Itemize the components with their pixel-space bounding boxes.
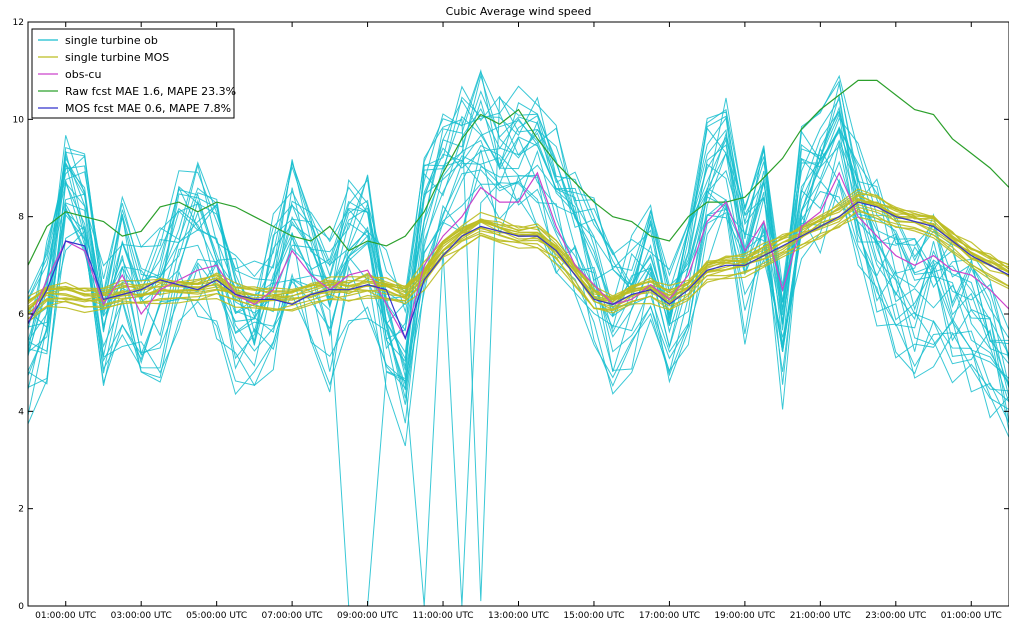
y-tick-label: 6 <box>18 310 24 320</box>
legend-label: Raw fcst MAE 1.6, MAPE 23.3% <box>65 85 236 98</box>
x-tick-label: 09:00:00 UTC <box>337 611 398 619</box>
turbine-ob-line <box>28 74 1009 367</box>
turbine-ob-line <box>28 136 1009 386</box>
series-lines-layer <box>28 79 1009 341</box>
legend-box <box>31 28 235 119</box>
x-tick-label: 07:00:00 UTC <box>262 611 323 619</box>
turbine-mos-line <box>28 188 1009 298</box>
turbine-ob-line <box>28 182 1009 606</box>
x-tick-label: 05:00:00 UTC <box>186 611 247 619</box>
series-line-raw-fcst <box>28 79 1009 266</box>
x-tick-label: 15:00:00 UTC <box>563 611 624 619</box>
turbine-ob-line <box>28 139 1009 423</box>
legend-label: single turbine ob <box>65 34 158 47</box>
turbine-mos-line <box>28 201 1009 311</box>
y-tick-label: 8 <box>18 213 24 223</box>
x-tick-label: 01:00:00 UTC <box>35 611 96 619</box>
x-tick-label: 01:00:00 UTC <box>941 611 1002 619</box>
x-tick-label: 03:00:00 UTC <box>111 611 172 619</box>
x-tick-label: 11:00:00 UTC <box>412 611 473 619</box>
turbine-mos-line <box>28 201 1009 311</box>
chart-title: Cubic Average wind speed <box>445 5 592 18</box>
turbine-ob-line <box>28 99 1009 361</box>
y-axis: 0 2 4 6 8 10 12 <box>13 18 1009 612</box>
x-tick-label: 17:00:00 UTC <box>639 611 700 619</box>
turbine-lines-layer <box>28 68 1009 606</box>
x-axis: 01:00:00 UTC 03:00:00 UTC 05:00:00 UTC 07:0… <box>35 22 1002 619</box>
legend-label: obs-cu <box>65 68 101 81</box>
y-tick-label: 10 <box>13 115 25 125</box>
y-tick-label: 2 <box>18 505 24 515</box>
legend: single turbine ob single turbine MOS obs-c… <box>31 28 236 119</box>
x-tick-label: 13:00:00 UTC <box>488 611 549 619</box>
turbine-ob-line <box>28 90 1009 403</box>
turbine-ob-line <box>28 114 1009 361</box>
x-tick-label: 23:00:00 UTC <box>865 611 926 619</box>
y-tick-label: 0 <box>18 602 24 612</box>
turbine-mos-line <box>28 191 1009 303</box>
turbine-mos-line <box>28 203 1009 309</box>
turbine-mos-line <box>28 210 1009 320</box>
turbine-ob-line <box>28 112 1009 405</box>
turbine-mos-line <box>28 216 1009 323</box>
turbine-ob-line <box>28 73 1009 378</box>
series-line-obs-cu <box>28 171 1009 340</box>
turbine-ob-line <box>28 108 1009 384</box>
turbine-mos-line <box>28 197 1009 302</box>
legend-label: single turbine MOS <box>65 51 169 64</box>
turbine-mos-line <box>28 208 1009 320</box>
series-line-mos-fcst <box>28 201 1009 341</box>
turbine-ob-line <box>28 97 1009 602</box>
x-tick-label: 19:00:00 UTC <box>714 611 775 619</box>
legend-label: MOS fcst MAE 0.6, MAPE 7.8% <box>65 102 231 115</box>
y-tick-label: 4 <box>18 407 24 417</box>
y-tick-label: 12 <box>13 18 24 28</box>
x-tick-label: 21:00:00 UTC <box>790 611 851 619</box>
